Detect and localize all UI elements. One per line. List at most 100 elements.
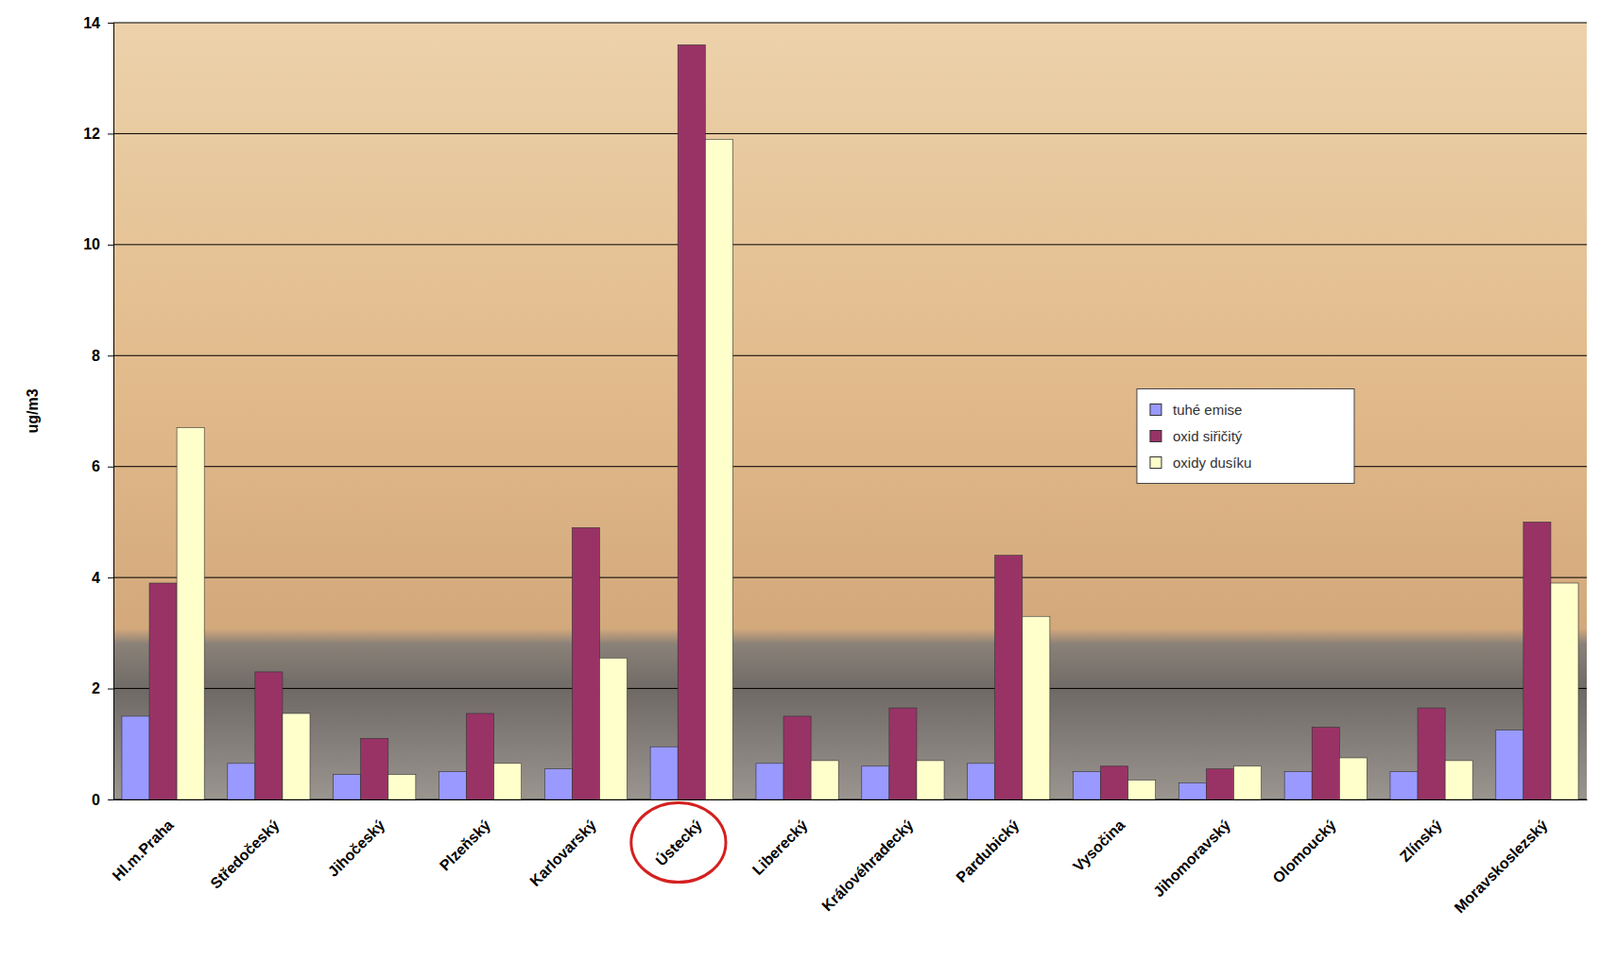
bar [1311, 727, 1340, 800]
x-tick: Ústecký [652, 815, 706, 869]
x-tick-label: Olomoucký [1269, 816, 1340, 887]
x-tick-label: Zlínský [1396, 816, 1446, 865]
grid-line [113, 355, 1587, 357]
x-tick: Hl.m.Praha [109, 816, 177, 884]
bar [1072, 772, 1101, 800]
x-axis: Hl.m.Praha Středočeský Jihočeský Plzeňský Ka… [109, 800, 1588, 917]
bar [1205, 769, 1234, 800]
bar [995, 555, 1023, 800]
grid-line [113, 243, 1587, 245]
x-tick: Jihomoravský [1150, 816, 1234, 900]
y-tick-mark [107, 577, 114, 579]
y-tick-mark [107, 22, 114, 24]
x-tick: Královéhradecký [818, 816, 916, 914]
legend-swatch [1150, 457, 1162, 469]
bar [438, 772, 466, 800]
bar [1445, 760, 1473, 800]
y-tick-label: 6 [91, 458, 101, 475]
x-tick: Zlínský [1396, 816, 1446, 865]
x-tick-label: Karlovarský [526, 816, 600, 890]
bar [861, 766, 890, 800]
y-tick: 8 [91, 347, 114, 364]
x-tick-label: Plzeňský [436, 816, 495, 875]
legend-item: tuhé emise [1150, 401, 1242, 418]
x-tick-label: Jihočeský [325, 816, 389, 880]
y-tick-label: 14 [83, 15, 101, 32]
x-tick: Karlovarský [526, 816, 600, 890]
y-tick: 14 [83, 15, 114, 32]
y-tick-label: 12 [83, 125, 101, 142]
x-tick-label: Pardubický [952, 816, 1022, 886]
x-tick-label: Středočeský [206, 816, 282, 892]
x-tick-label: Jihomoravský [1150, 816, 1234, 900]
y-tick: 4 [91, 569, 114, 586]
bar [333, 774, 362, 800]
x-tick: Olomoucký [1269, 816, 1340, 887]
y-axis: 02468101214 [83, 15, 114, 809]
y-tick-label: 8 [91, 347, 101, 364]
y-tick-mark [107, 133, 114, 135]
y-axis-line [107, 23, 115, 801]
y-tick: 10 [83, 236, 114, 253]
bar [810, 760, 839, 800]
y-tick: 6 [91, 458, 114, 475]
bar [756, 763, 784, 800]
bar [916, 760, 945, 800]
bar [361, 738, 389, 800]
bar [466, 713, 495, 800]
legend-label: oxid siřičitý [1172, 428, 1243, 445]
grid-line [113, 133, 1587, 135]
y-tick-mark [107, 244, 114, 246]
x-tick: Vysočina [1069, 816, 1128, 875]
x-tick: Liberecký [749, 816, 811, 878]
bar [1128, 779, 1156, 800]
y-tick-mark [107, 799, 114, 801]
bar [677, 44, 706, 800]
bar [599, 657, 627, 800]
y-axis-title: ug/m3 [24, 388, 41, 433]
legend: tuhé emise oxid siřičitý oxidy dusíku [1136, 389, 1355, 484]
highlight-ellipse [631, 802, 726, 882]
x-tick-label: Moravskoslezský [1451, 816, 1551, 916]
x-tick: Moravskoslezský [1451, 816, 1551, 916]
y-tick: 12 [83, 125, 114, 142]
plot-area: 02468101214Hl.m.PrahaStředočeskýJihočesk… [83, 15, 1587, 917]
y-tick: 2 [91, 680, 114, 697]
plot-background [113, 22, 1587, 800]
bar [282, 713, 310, 800]
bar [783, 716, 811, 800]
legend-swatch [1150, 404, 1162, 416]
x-tick-label: Ústecký [652, 815, 706, 869]
bar [1550, 583, 1579, 800]
bar [967, 763, 996, 800]
legend-item: oxidy dusíku [1150, 454, 1252, 471]
bar [1101, 766, 1129, 800]
y-tick-mark [107, 688, 114, 690]
bar [544, 769, 572, 800]
legend-label: oxidy dusíku [1172, 454, 1252, 471]
bar [1390, 772, 1418, 800]
bar [1022, 616, 1050, 800]
legend-item: oxid siřičitý [1150, 428, 1243, 445]
grid-line [113, 688, 1587, 689]
bar [889, 707, 917, 800]
x-tick-label: Liberecký [749, 816, 811, 878]
bar [1284, 772, 1312, 800]
grid-line [113, 577, 1587, 579]
y-tick-mark [107, 355, 114, 357]
x-tick-label: Hl.m.Praha [109, 816, 177, 884]
chart-svg: 02468101214Hl.m.PrahaStředočeskýJihočesk… [0, 0, 1600, 979]
bars [121, 44, 1579, 800]
bar [227, 763, 256, 800]
x-tick: Středočeský [206, 816, 282, 892]
legend-box [1136, 389, 1355, 484]
bar [149, 583, 177, 800]
y-tick-label: 10 [83, 236, 101, 253]
y-tick-label: 2 [91, 680, 101, 697]
bar [176, 428, 205, 800]
bar [494, 763, 522, 800]
grid-line [113, 465, 1587, 467]
x-tick-label: Vysočina [1069, 816, 1128, 875]
legend-label: tuhé emise [1172, 401, 1242, 418]
x-axis-line [114, 799, 1588, 801]
